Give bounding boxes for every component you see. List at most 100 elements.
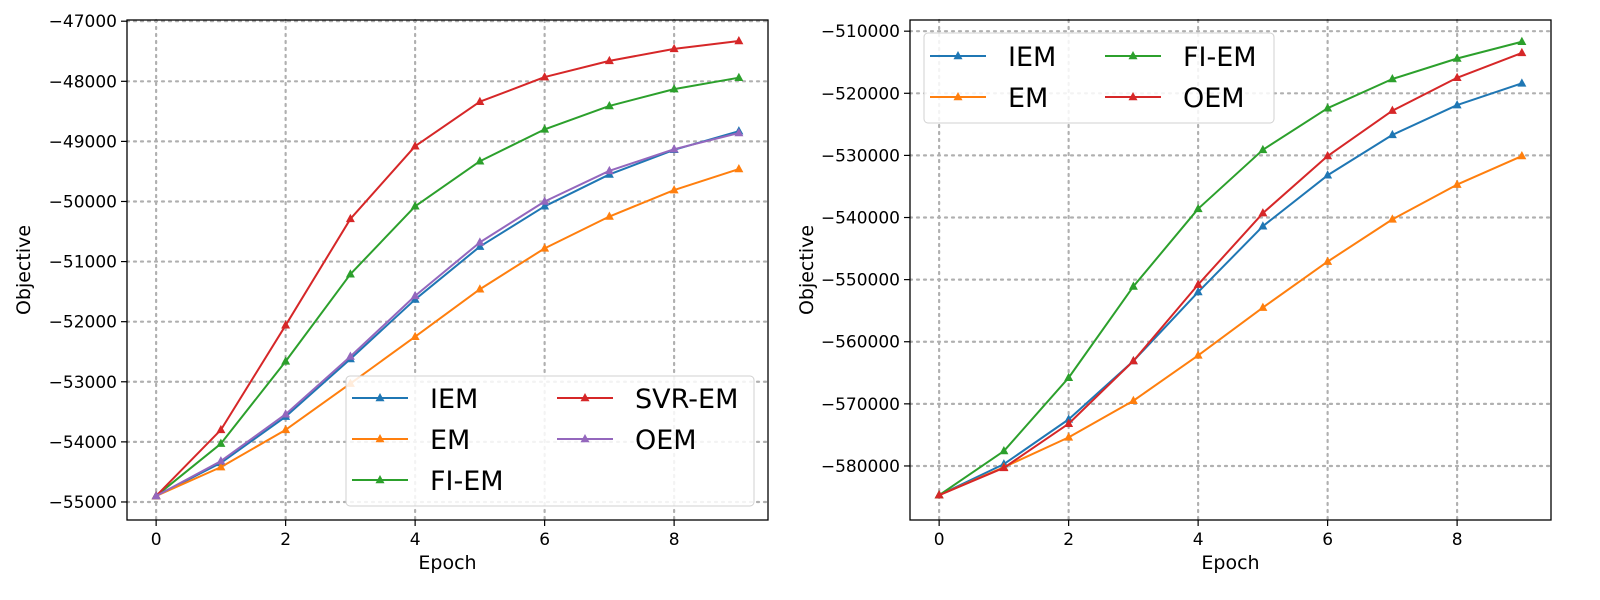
data-point-fi-em [1323,103,1333,112]
data-point-iem [540,201,550,210]
y-tick-label: −560000 [821,333,900,353]
legend-marker [375,393,385,402]
y-axis-title: Objective [13,225,35,315]
series-line-oem [155,132,740,497]
legend-marker [375,434,385,443]
legend-item-svr-em: SVR-EM [557,384,738,415]
legend-item-iem: IEM [930,42,1056,73]
x-tick-label: 8 [669,530,680,550]
y-tick-label: −48000 [49,72,117,92]
data-point-em [281,424,291,434]
series-line-iem [938,82,1523,497]
data-point-svr-em [345,213,355,223]
legend-item-em: EM [930,83,1048,114]
data-point-oem [345,351,355,360]
series-line-oem [938,51,1523,497]
series-line-iem [155,130,740,497]
data-point-svr-em [540,72,550,81]
data-point-em [1128,395,1138,404]
legend-item-em: EM [352,425,470,456]
data-point-fi-em [281,356,291,365]
y-tick-label: −49000 [49,132,117,152]
data-point-em [216,462,226,471]
legend-box [923,32,1275,124]
data-point-oem [604,165,614,175]
x-tick-label: 2 [280,530,291,550]
y-tick-label: −550000 [821,271,900,291]
data-point-oem [1064,418,1074,427]
legend: IEM EM FI-EM SVR-EM OEM [345,375,755,507]
data-point-em [604,211,614,220]
data-point-fi-em [540,124,550,133]
series-line-svr-em [155,40,739,497]
data-point-em [1064,432,1074,441]
x-tick-label: 4 [410,530,421,550]
data-point-fi-em [1193,203,1203,213]
y-tick-label: −53000 [49,373,117,393]
data-point-svr-em [281,320,291,329]
data-point-em [1258,302,1268,311]
data-point-iem [1387,129,1397,139]
data-point-svr-em [604,55,614,65]
data-point-svr-em [734,36,744,45]
data-point-em [1517,151,1527,160]
y-tick-label: −580000 [821,457,900,477]
plot-frame [126,19,769,521]
data-point-fi-em [1064,372,1074,382]
data-point-iem [1452,100,1462,109]
data-point-oem [1452,72,1462,82]
data-point-em [669,185,679,194]
legend-marker [953,51,963,60]
legend-marker [580,434,590,443]
data-point-svr-em [410,141,420,150]
data-point-em [475,284,485,293]
series-line-fi-em [155,76,740,497]
data-point-fi-em [1128,281,1138,290]
data-point-fi-em [475,156,485,165]
legend-marker [375,475,385,484]
data-point-oem [1387,105,1397,114]
x-axis-title: Epoch [1201,552,1259,574]
data-point-em [410,331,420,340]
data-point-oem [540,196,550,205]
y-tick-label: −54000 [49,433,117,453]
data-point-oem [475,237,485,246]
data-point-oem [151,490,161,500]
x-tick-label: 6 [1322,530,1333,550]
x-tick-label: 4 [1193,530,1204,550]
x-tick-label: 0 [934,530,945,550]
chart-panel-2: 0 2 4 6 8 −580000 −570000 −560000 −550000 −540000… [796,18,1553,574]
legend-label: IEM [430,384,478,415]
y-tick-label: −52000 [49,313,117,333]
data-point-fi-em [999,446,1009,455]
legend-box [345,375,755,507]
data-point-fi-em [734,72,744,81]
legend-label: IEM [1008,42,1056,73]
legend-marker [1128,92,1138,101]
x-tick-label: 0 [151,530,162,550]
legend-item-fi-em: FI-EM [352,466,504,497]
data-point-iem [1258,221,1268,230]
legend-label: FI-EM [1183,42,1257,73]
data-point-oem [1258,208,1268,217]
data-point-em [1193,350,1203,359]
y-tick-label: −510000 [821,22,900,42]
y-tick-label: −540000 [821,209,900,229]
legend-item-iem: IEM [352,384,478,415]
y-tick-label: −55000 [49,493,117,513]
data-point-oem [1517,47,1527,57]
legend-marker [953,92,963,101]
x-tick-label: 8 [1452,530,1463,550]
chart-panel-1: 0 2 4 6 8 −55000 −54000 −53000 −52000 −51000 −5000… [13,12,770,574]
legend-label: EM [1008,83,1048,114]
data-point-oem [934,490,944,499]
data-point-svr-em [669,43,679,53]
data-point-fi-em [1517,36,1527,45]
series-line-fi-em [938,40,1523,496]
data-point-iem [1323,170,1333,179]
plot-frame [909,19,1552,521]
y-axis-title: Objective [796,225,818,315]
data-point-fi-em [410,201,420,210]
y-tick-label: −50000 [49,192,117,212]
legend-item-oem: OEM [557,425,697,456]
